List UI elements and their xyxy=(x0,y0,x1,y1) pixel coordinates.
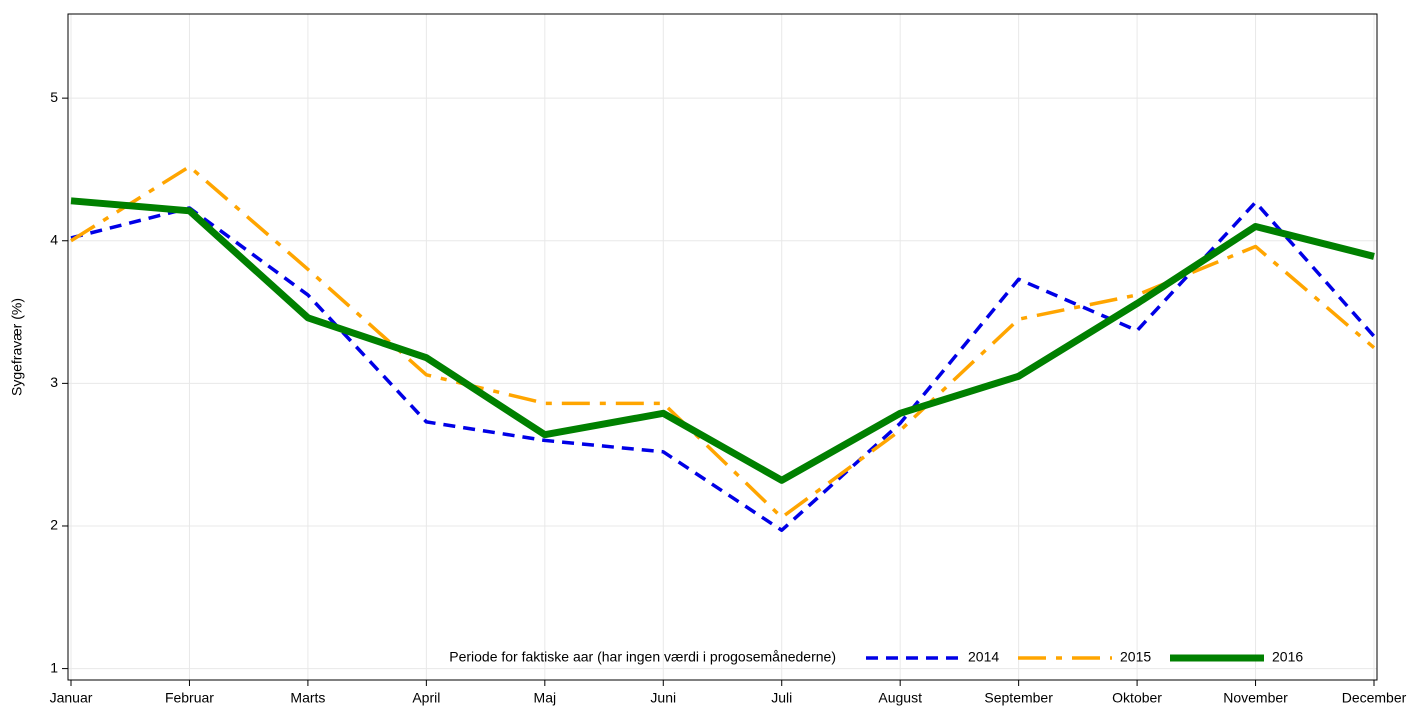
x-tick-label: April xyxy=(412,690,440,706)
y-tick-label: 1 xyxy=(50,659,58,675)
y-tick-label: 2 xyxy=(50,517,58,533)
y-axis-label: Sygefravær (%) xyxy=(9,298,25,396)
legend-label: 2016 xyxy=(1272,649,1303,665)
y-tick-label: 5 xyxy=(50,89,58,105)
x-tick-label: Juli xyxy=(771,690,792,706)
x-tick-label: Maj xyxy=(534,690,557,706)
series-line xyxy=(70,164,1376,520)
x-tick-label: Marts xyxy=(290,690,325,706)
plot-frame xyxy=(67,13,1378,681)
x-tick-label: Februar xyxy=(165,690,214,706)
series-line xyxy=(70,200,1376,533)
y-tick-label: 4 xyxy=(50,231,58,247)
legend-label: 2014 xyxy=(968,649,999,665)
x-tick-label: Juni xyxy=(650,690,676,706)
x-tick-label: August xyxy=(878,690,922,706)
x-tick-label: Oktober xyxy=(1112,690,1162,706)
y-tick-label: 3 xyxy=(50,374,58,390)
x-tick-label: September xyxy=(984,690,1053,706)
x-tick-label: December xyxy=(1342,690,1407,706)
series-line xyxy=(70,197,1375,484)
legend-label: 2015 xyxy=(1120,649,1151,665)
legend-title: Periode for faktiske aar (har ingen værd… xyxy=(449,649,836,665)
x-tick-label: November xyxy=(1223,690,1288,706)
x-tick-label: Januar xyxy=(50,690,93,706)
